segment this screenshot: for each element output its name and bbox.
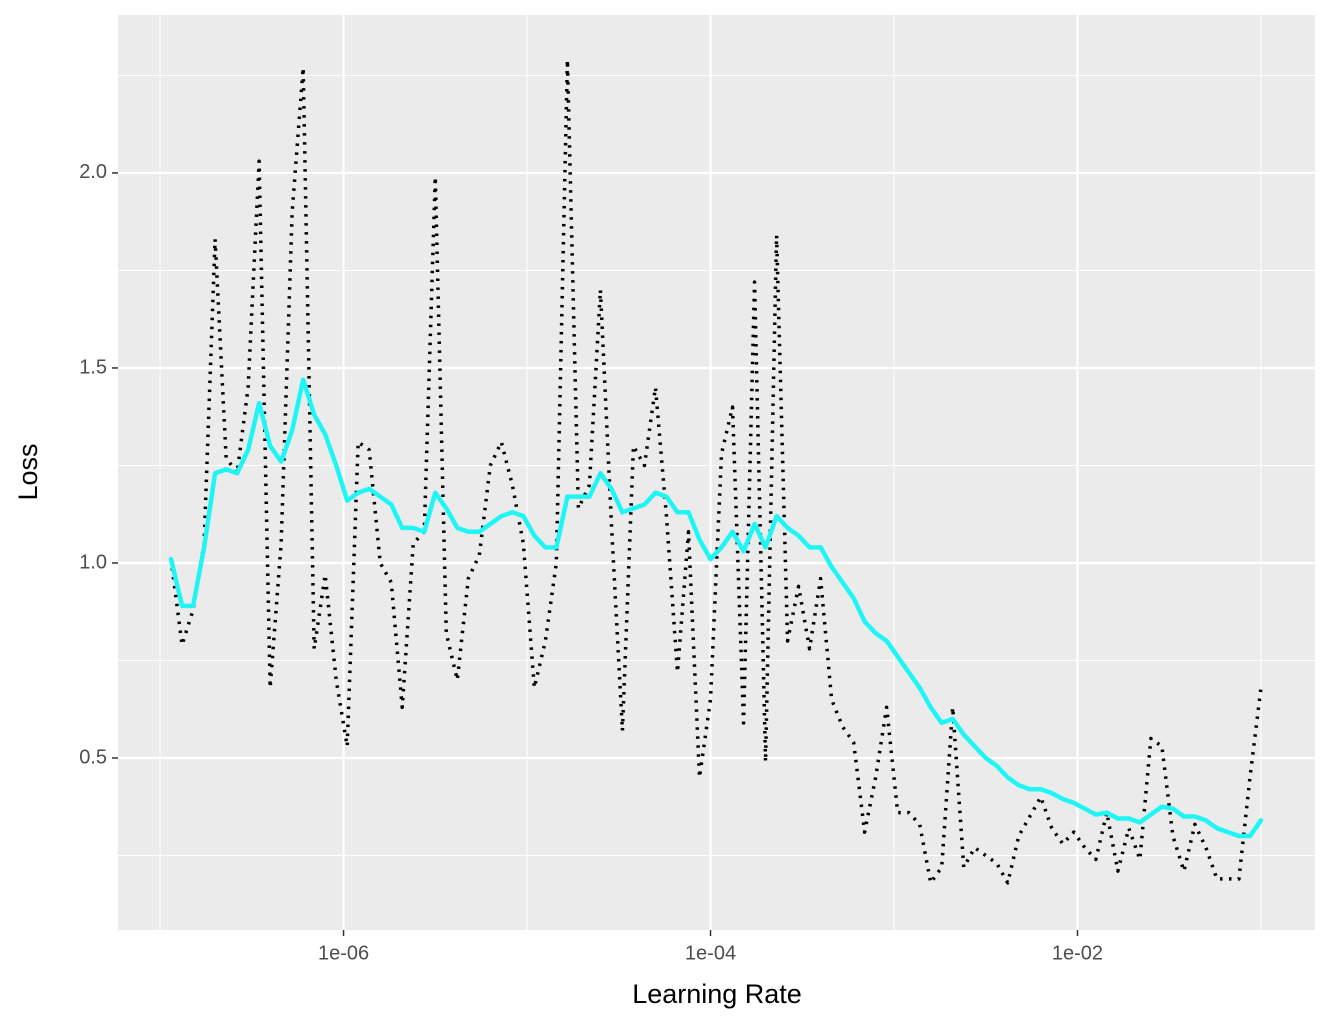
- y-axis-title: Loss: [13, 443, 43, 500]
- x-tick-label: 1e-06: [318, 942, 369, 964]
- y-tick-label: 1.0: [79, 551, 107, 573]
- loss-line: [169, 58, 1263, 885]
- panel-background: [118, 15, 1315, 930]
- y-tick-label: 1.5: [79, 356, 107, 378]
- x-tick-label: 1e-02: [1052, 942, 1103, 964]
- x-axis-title: Learning Rate: [632, 979, 802, 1009]
- y-tick-label: 0.5: [79, 746, 107, 768]
- y-tick-label: 2.0: [79, 161, 107, 183]
- x-tick-label: 1e-04: [685, 942, 736, 964]
- loss-line: [168, 377, 1264, 839]
